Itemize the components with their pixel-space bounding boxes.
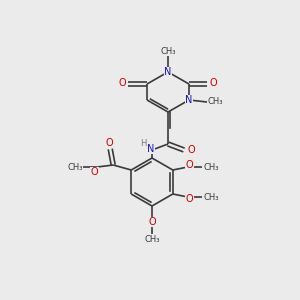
Text: O: O [148, 217, 156, 227]
Text: CH₃: CH₃ [203, 163, 218, 172]
Text: N: N [164, 67, 172, 77]
Text: CH₃: CH₃ [203, 193, 218, 202]
Text: O: O [187, 145, 195, 155]
Text: CH₃: CH₃ [144, 236, 160, 244]
Text: O: O [209, 78, 217, 88]
Text: O: O [105, 138, 113, 148]
Text: O: O [186, 194, 194, 204]
Text: CH₃: CH₃ [68, 163, 83, 172]
Text: N: N [147, 144, 155, 154]
Text: N: N [185, 95, 193, 105]
Text: CH₃: CH₃ [160, 46, 176, 56]
Text: H: H [140, 139, 146, 148]
Text: O: O [90, 167, 98, 177]
Text: O: O [118, 78, 126, 88]
Text: O: O [186, 160, 194, 170]
Text: CH₃: CH₃ [207, 98, 223, 106]
